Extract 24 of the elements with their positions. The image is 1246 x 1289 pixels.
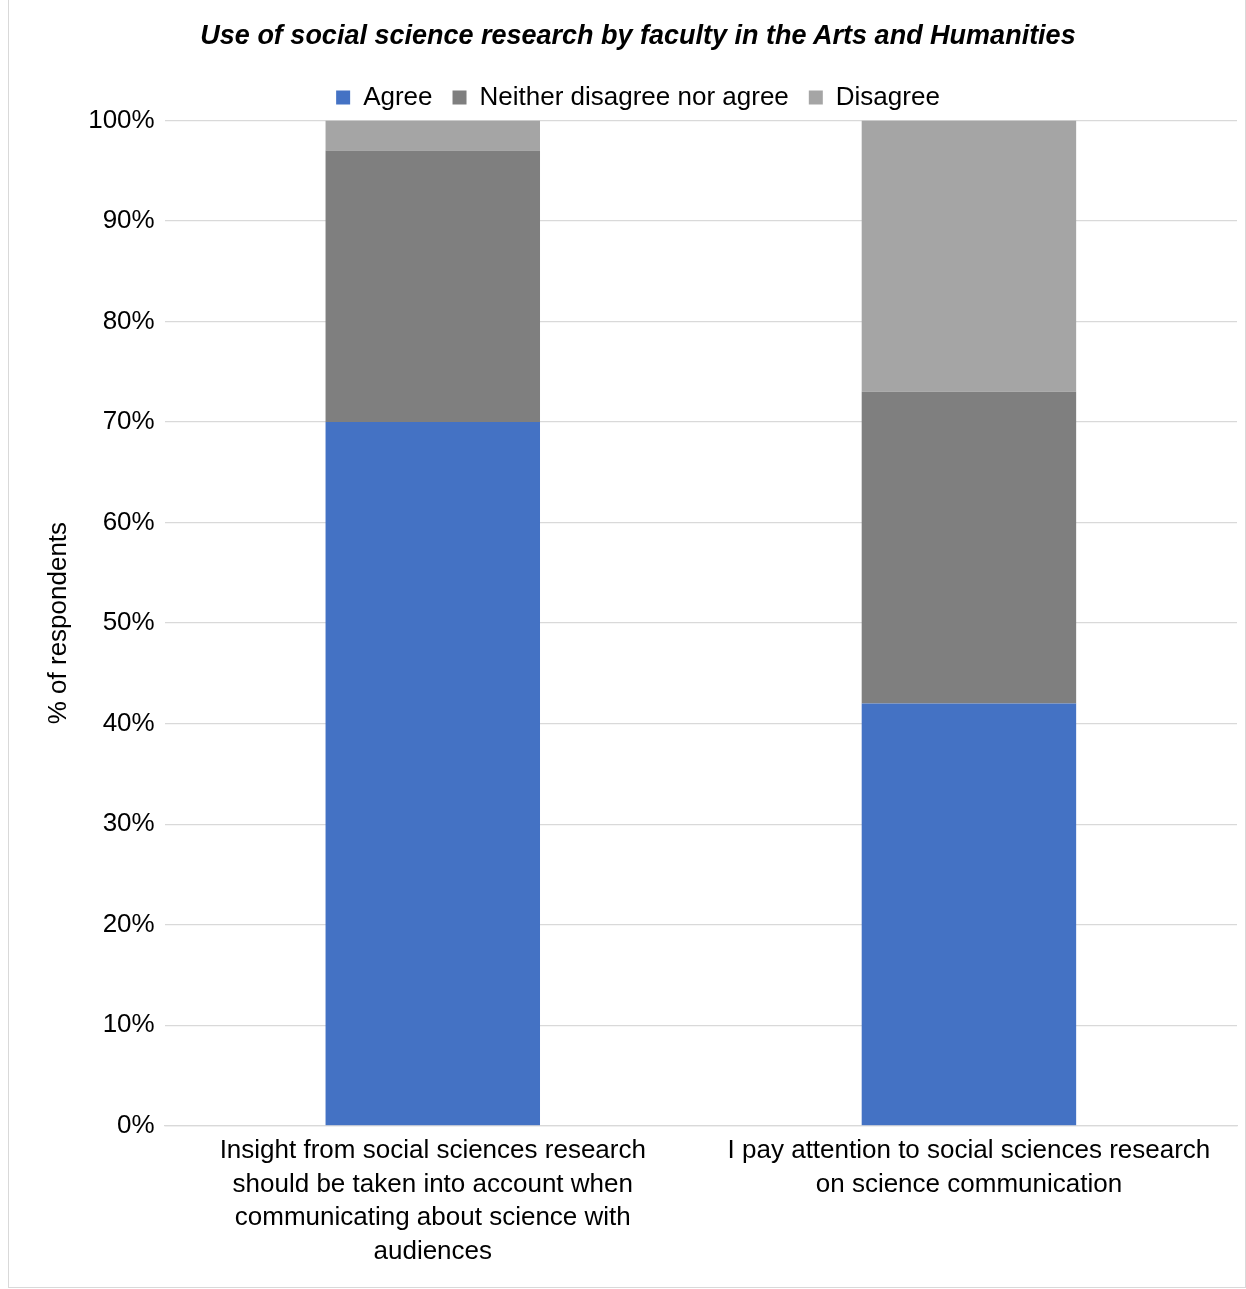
y-tick-label: 10% — [102, 1008, 155, 1039]
bar — [325, 422, 540, 1126]
y-tick-label: 100% — [88, 103, 155, 134]
legend-label: Agree — [363, 80, 433, 111]
x-tick-label: Insight from social sciences research should be taken into account when communicating about science with audiences — [219, 1133, 646, 1266]
y-tick-label: 0% — [117, 1108, 155, 1139]
bar — [861, 391, 1077, 704]
y-tick-label: 80% — [102, 304, 155, 335]
bar — [861, 703, 1077, 1126]
x-tick-label: I pay attention to social sciences research on science communication — [727, 1133, 1211, 1198]
y-tick-label: 70% — [102, 405, 155, 436]
y-tick-label: 60% — [102, 505, 155, 536]
legend-label: Disagree — [835, 80, 940, 111]
bar — [861, 120, 1077, 392]
y-axis-title: % of respondents — [41, 521, 72, 725]
bar — [325, 150, 540, 423]
y-tick-label: 20% — [102, 907, 155, 938]
chart-title: Use of social science research by faculty in the Arts and Humanities — [200, 19, 1076, 50]
bar — [325, 120, 540, 151]
y-tick-label: 30% — [102, 807, 155, 838]
y-tick-label: 90% — [102, 204, 155, 235]
legend-label: Neither disagree nor agree — [479, 80, 789, 111]
y-tick-label: 50% — [102, 606, 155, 637]
y-tick-label: 40% — [102, 706, 155, 737]
